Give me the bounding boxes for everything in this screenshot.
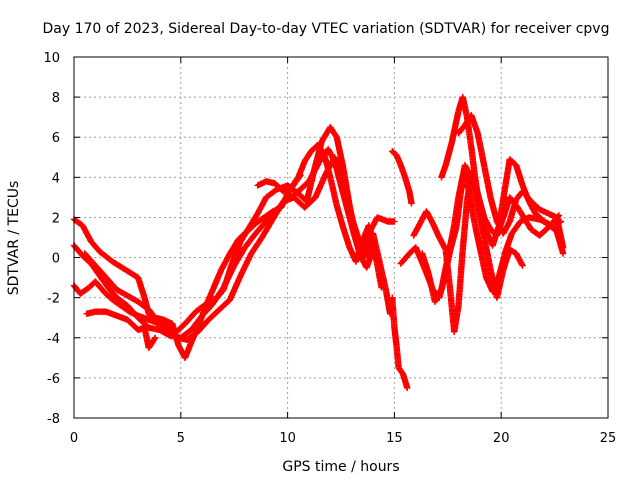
series-track-7	[389, 148, 415, 207]
data-point-markers	[389, 294, 411, 392]
data-series	[70, 93, 567, 392]
x-tick-label: 10	[279, 431, 296, 446]
series-track-8	[389, 294, 411, 392]
data-point-markers	[70, 146, 383, 341]
chart-title: Day 170 of 2023, Sidereal Day-to-day VTE…	[43, 21, 610, 37]
x-tick-label: 0	[70, 431, 78, 446]
y-tick-label: 4	[52, 171, 60, 186]
data-point-markers	[254, 172, 304, 195]
y-tick-label: -2	[47, 292, 60, 307]
y-axis-label: SDTVAR / TECUs	[6, 181, 22, 296]
x-tick-label: 15	[386, 431, 403, 446]
y-tick-label: 8	[52, 91, 60, 106]
x-tick-label: 5	[177, 431, 185, 446]
y-tick-label: 10	[43, 51, 60, 66]
y-tick-label: 6	[52, 131, 60, 146]
series-track-13	[419, 162, 526, 305]
series-track-5	[83, 308, 159, 351]
y-tick-label: -8	[47, 412, 60, 427]
data-point-markers	[455, 112, 567, 251]
x-tick-label: 25	[600, 431, 617, 446]
series-track-12	[455, 112, 567, 251]
y-tick-label: -4	[47, 332, 60, 347]
y-tick-label: 2	[52, 211, 60, 226]
data-point-markers	[419, 162, 526, 305]
data-point-markers	[83, 308, 159, 351]
y-tick-label: -6	[47, 372, 60, 387]
x-axis-label: GPS time / hours	[282, 459, 399, 475]
data-point-markers	[81, 142, 385, 361]
series-track-6	[254, 172, 304, 195]
grid	[74, 57, 608, 418]
x-tick-label: 20	[493, 431, 510, 446]
y-tick-label: 0	[52, 252, 60, 267]
plot-frame	[73, 56, 609, 419]
axis-ticks: 0 5 10 15 20 25 -8 -6 -4 -2 0 2 4 6 8 10	[43, 51, 616, 446]
series-track-4	[81, 142, 385, 361]
data-point-markers	[389, 148, 415, 207]
series-track-2	[70, 146, 383, 341]
